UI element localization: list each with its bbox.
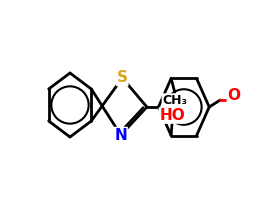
Text: HO: HO: [159, 108, 185, 123]
Text: N: N: [114, 128, 127, 143]
Text: CH₃: CH₃: [162, 94, 187, 107]
Text: O: O: [227, 88, 240, 104]
Text: S: S: [117, 71, 128, 86]
